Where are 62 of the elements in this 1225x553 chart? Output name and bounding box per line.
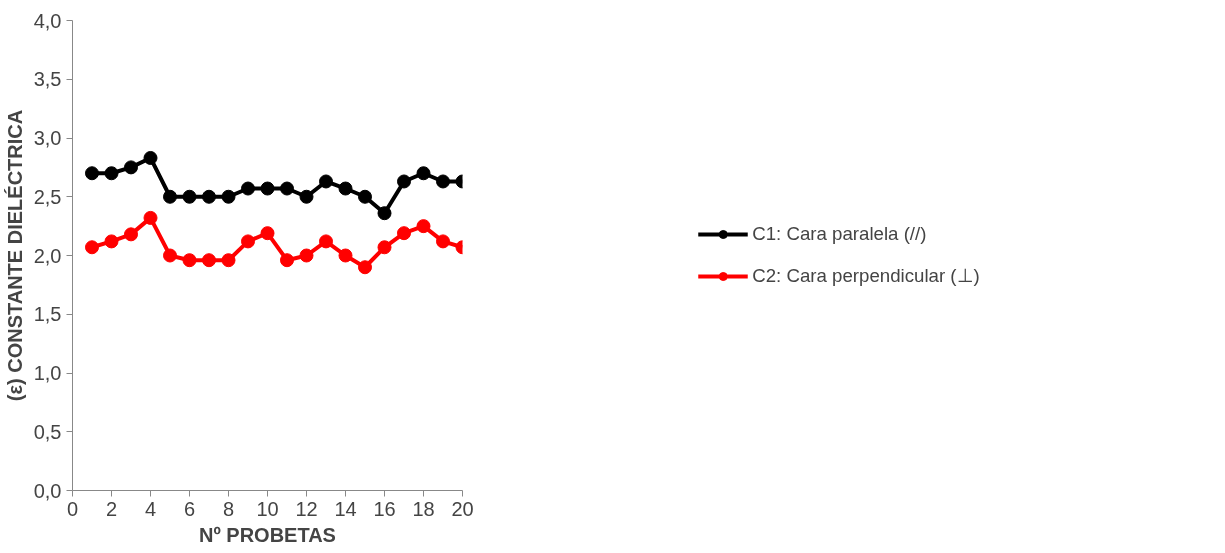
y-tick-label: 4,0 <box>33 9 62 32</box>
y-tick-label: 1,5 <box>33 303 62 326</box>
point <box>260 226 275 241</box>
point <box>299 189 314 204</box>
point <box>377 206 392 221</box>
point <box>124 160 138 175</box>
point <box>397 174 411 189</box>
x-tick-label: 10 <box>256 497 279 520</box>
point <box>124 227 138 242</box>
point <box>85 240 99 255</box>
point <box>436 174 450 189</box>
point <box>416 219 431 234</box>
x-tick-label: 20 <box>451 497 474 520</box>
point <box>280 181 294 196</box>
point <box>143 150 158 165</box>
x-tick-label: 8 <box>222 497 235 520</box>
point <box>260 181 275 196</box>
point <box>358 189 372 204</box>
x-tick-label: 0 <box>66 497 79 520</box>
y-tick-label: 3,0 <box>33 127 62 149</box>
point <box>104 166 119 181</box>
y-tick-label: 2,0 <box>33 244 62 267</box>
y-tick-label: 2,5 <box>33 185 62 208</box>
x-axis-title: Nº PROBETAS <box>199 523 336 546</box>
point <box>338 248 353 263</box>
point <box>221 189 236 204</box>
point <box>182 189 197 204</box>
point <box>104 234 119 249</box>
x-tick-label: 14 <box>334 497 357 520</box>
point <box>202 189 216 204</box>
x-tick-label: 16 <box>373 497 396 520</box>
point <box>163 248 177 263</box>
legend-label: C2: Cara perpendicular (⊥) <box>752 265 980 287</box>
point <box>280 253 294 268</box>
point <box>221 253 236 268</box>
x-tick-label: 18 <box>412 497 435 520</box>
point <box>299 248 314 263</box>
point <box>358 260 372 275</box>
point <box>241 181 255 196</box>
point <box>182 253 197 268</box>
x-tick-label: 6 <box>183 497 196 520</box>
point <box>202 253 216 268</box>
y-tick-label: 3,5 <box>33 68 62 91</box>
point <box>241 234 255 249</box>
point <box>319 234 333 249</box>
point <box>85 166 99 181</box>
x-tick-label: 12 <box>295 497 318 520</box>
point <box>319 174 333 189</box>
legend-label: C1: Cara paralela (//) <box>752 223 927 245</box>
y-axis-title: (ε) CONSTANTE DIELÉCTRICA <box>3 109 26 402</box>
point <box>377 240 392 255</box>
point <box>436 234 450 249</box>
point <box>397 226 411 241</box>
point <box>143 210 158 225</box>
x-tick-label: 2 <box>105 497 118 520</box>
y-tick-label: 0,0 <box>33 479 62 502</box>
point <box>163 189 177 204</box>
point <box>416 166 431 181</box>
x-tick-label: 4 <box>144 497 157 520</box>
y-tick-label: 0,5 <box>33 420 62 443</box>
y-tick-label: 1,0 <box>33 362 62 384</box>
point <box>338 181 353 196</box>
